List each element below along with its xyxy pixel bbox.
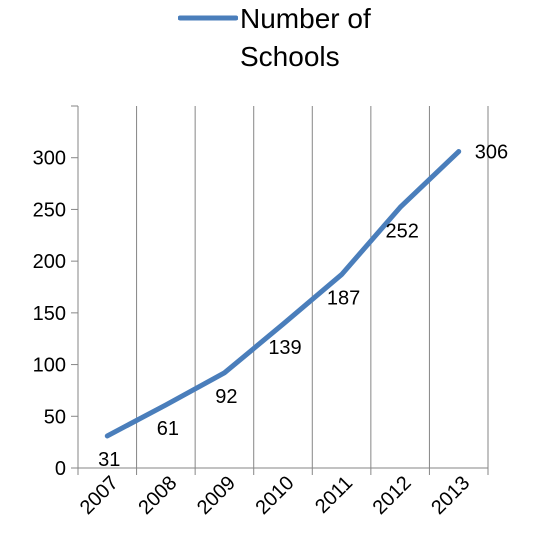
series-line (104, 149, 462, 439)
x-tick-label: 2008 (134, 472, 181, 519)
data-label: 31 (98, 449, 120, 471)
x-tick-label: 2009 (193, 472, 240, 519)
legend-label-line2: Schools (240, 41, 340, 72)
x-tick-label: 2012 (369, 472, 416, 519)
y-tick-label: 150 (33, 303, 66, 325)
y-tick-label: 300 (33, 148, 66, 170)
x-tick-label: 2010 (252, 472, 299, 519)
y-tick-label: 0 (55, 458, 66, 480)
data-label: 92 (215, 386, 237, 408)
data-label: 252 (385, 220, 418, 242)
data-label: 139 (268, 337, 301, 359)
y-tick-label: 50 (44, 406, 66, 428)
x-tick-label: 2007 (76, 472, 123, 519)
data-label: 306 (475, 142, 508, 164)
y-tick-label: 100 (33, 355, 66, 377)
legend-label-line1: Number of (240, 3, 371, 34)
legend-line-icon (178, 15, 238, 21)
data-label: 187 (327, 288, 360, 310)
y-tick-label: 200 (33, 251, 66, 273)
data-label: 61 (157, 418, 179, 440)
x-tick-label: 2013 (427, 472, 474, 519)
y-tick-label: 250 (33, 199, 66, 221)
x-tick-label: 2011 (311, 472, 357, 518)
